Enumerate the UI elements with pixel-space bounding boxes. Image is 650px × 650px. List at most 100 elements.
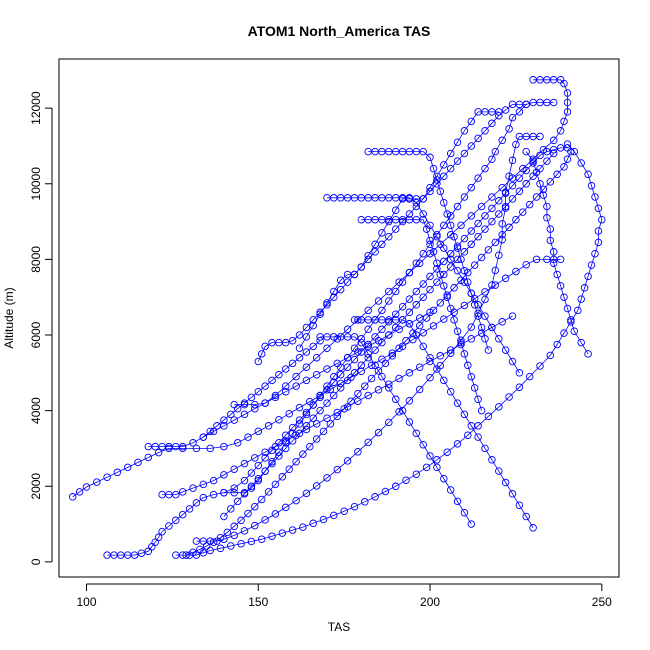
- data-point: [429, 164, 438, 173]
- data-point: [340, 507, 348, 515]
- data-point: [206, 444, 214, 453]
- data-point: [450, 316, 458, 324]
- data-point: [371, 346, 379, 354]
- data-point: [467, 117, 476, 126]
- x-tick-label: 150: [248, 595, 268, 609]
- data-point: [474, 312, 482, 320]
- data-point: [415, 321, 424, 330]
- data-point: [495, 111, 503, 120]
- data-point: [213, 537, 221, 545]
- data-point: [495, 335, 503, 343]
- data-point: [508, 195, 517, 203]
- data-point: [244, 509, 252, 518]
- data-point: [481, 127, 489, 135]
- data-point: [316, 308, 324, 317]
- data-point: [505, 223, 513, 232]
- data-point: [378, 240, 386, 249]
- data-point: [357, 361, 366, 370]
- data-point: [460, 266, 469, 275]
- data-point: [261, 399, 269, 407]
- data-point: [419, 280, 427, 288]
- y-tick-label: 10000: [29, 167, 43, 201]
- data-point: [440, 315, 448, 323]
- data-point: [350, 333, 359, 341]
- data-point: [391, 395, 400, 404]
- data-point: [474, 433, 482, 441]
- data-point: [574, 306, 582, 315]
- data-point: [364, 391, 372, 400]
- series-line: [327, 197, 520, 374]
- data-point: [587, 181, 596, 190]
- data-point: [422, 225, 431, 233]
- data-point: [563, 304, 572, 313]
- data-point: [556, 255, 565, 264]
- data-point: [185, 505, 194, 513]
- data-point: [560, 163, 568, 171]
- data-point: [398, 302, 407, 311]
- data-point: [323, 474, 331, 482]
- data-point: [460, 248, 469, 256]
- data-point: [529, 155, 537, 163]
- data-point: [302, 333, 311, 341]
- data-point: [419, 342, 427, 351]
- data-point: [319, 427, 328, 436]
- data-point: [446, 263, 455, 271]
- data-point: [549, 98, 558, 107]
- data-point: [419, 147, 427, 156]
- data-point: [292, 496, 300, 505]
- data-point: [446, 346, 455, 354]
- data-point: [477, 406, 486, 415]
- data-point: [264, 488, 273, 496]
- data-point: [460, 234, 469, 243]
- data-point: [440, 282, 448, 290]
- data-point: [336, 379, 345, 388]
- data-point: [281, 382, 290, 390]
- data-point: [501, 478, 510, 487]
- data-point: [436, 299, 445, 307]
- data-point: [522, 512, 530, 521]
- data-point: [467, 212, 476, 220]
- data-point: [343, 278, 352, 286]
- data-point: [309, 414, 317, 422]
- data-point: [227, 410, 235, 419]
- data-point: [467, 422, 476, 430]
- data-point: [288, 423, 297, 432]
- data-point: [556, 282, 565, 290]
- data-point: [460, 301, 469, 310]
- data-point: [453, 138, 462, 146]
- data-point: [199, 433, 208, 441]
- data-point: [357, 338, 366, 347]
- data-point: [495, 467, 503, 475]
- data-point: [237, 516, 245, 525]
- data-point: [481, 164, 489, 173]
- data-point: [481, 212, 489, 220]
- series-9: [364, 147, 493, 354]
- data-point: [464, 431, 472, 439]
- data-point: [477, 253, 486, 262]
- data-point: [460, 193, 469, 201]
- data-point: [326, 420, 335, 428]
- data-point: [144, 453, 153, 462]
- data-point: [271, 393, 280, 402]
- data-point: [491, 266, 500, 275]
- data-point: [247, 537, 256, 546]
- series-line: [223, 102, 554, 494]
- series-line: [203, 340, 321, 438]
- data-point: [405, 319, 414, 328]
- data-point: [323, 301, 331, 309]
- data-point: [343, 457, 352, 465]
- data-point: [312, 482, 321, 490]
- data-point: [395, 278, 403, 286]
- data-point: [515, 369, 524, 377]
- data-point: [323, 344, 331, 352]
- data-point: [302, 489, 311, 498]
- data-point: [495, 210, 503, 218]
- data-point: [546, 236, 555, 245]
- data-point: [405, 268, 414, 277]
- data-point: [415, 259, 424, 267]
- data-point: [481, 295, 489, 304]
- data-point: [302, 410, 311, 419]
- data-point: [295, 331, 304, 339]
- data-point: [302, 408, 311, 417]
- data-point: [261, 454, 269, 462]
